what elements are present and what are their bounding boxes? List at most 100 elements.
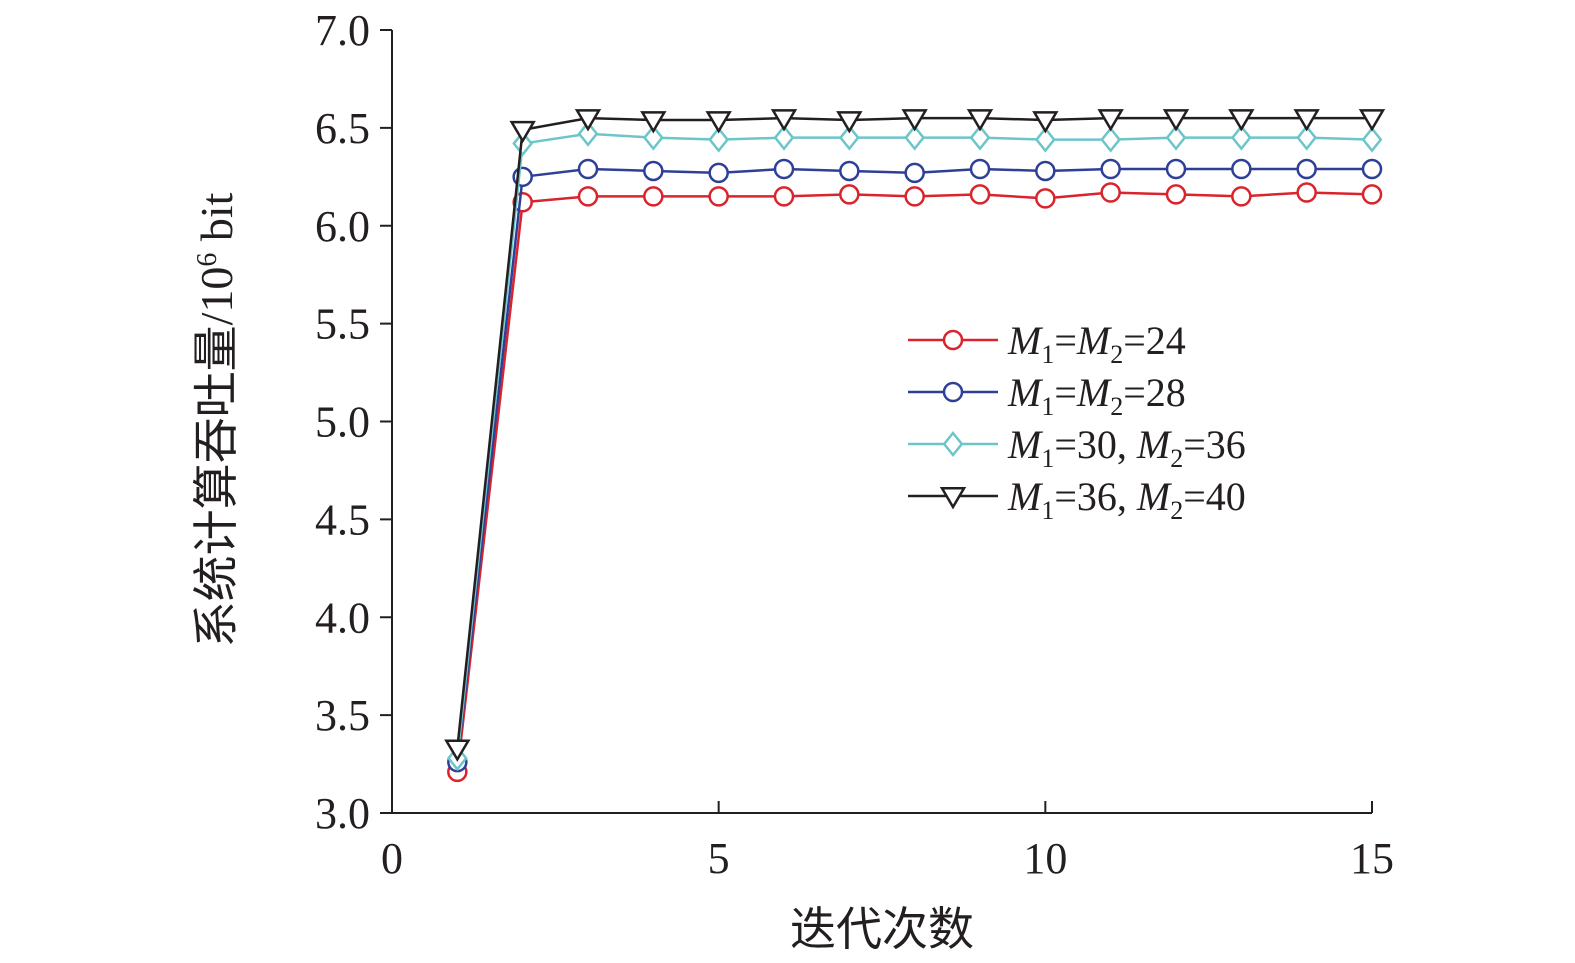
- data-point: [577, 120, 599, 147]
- data-point: [836, 111, 863, 134]
- legend-label-part: 2: [1170, 496, 1183, 525]
- data-point: [904, 186, 925, 207]
- legend-label-part: M: [1007, 318, 1044, 363]
- data-point: [577, 158, 599, 180]
- data-point: [901, 109, 928, 132]
- data-point: [1296, 124, 1318, 151]
- legend-label-part: M: [1136, 474, 1173, 519]
- legend-label-part: =36,: [1054, 474, 1137, 519]
- legend-label-part: =40: [1183, 474, 1246, 519]
- series-layer: [444, 109, 1386, 783]
- x-axis-title: 迭代次数: [790, 904, 974, 955]
- legend-label-part: M: [1007, 422, 1044, 467]
- data-point: [1165, 184, 1187, 205]
- data-point: [773, 158, 795, 180]
- legend-label-part: M: [1007, 474, 1044, 519]
- data-point: [577, 186, 599, 207]
- data-point: [1032, 111, 1059, 134]
- legend-item-2: M1=M2=28: [908, 370, 1186, 421]
- legend-label-part: 1: [1041, 444, 1054, 473]
- data-point: [1035, 188, 1056, 209]
- data-point: [1296, 182, 1317, 203]
- data-point: [773, 186, 795, 207]
- legend-item-1: M1=M2=24: [908, 318, 1186, 369]
- y-tick-label: 5.0: [315, 398, 370, 447]
- data-point: [1231, 158, 1252, 180]
- x-tick-label: 5: [708, 834, 730, 883]
- legend-label-part: =30,: [1054, 422, 1137, 467]
- legend-marker: [942, 430, 964, 458]
- data-point: [1165, 124, 1187, 151]
- legend-label-part: M: [1076, 370, 1113, 415]
- y-tick-label: 3.0: [315, 789, 370, 838]
- data-point: [1296, 158, 1317, 180]
- legend-label-part: M: [1076, 318, 1113, 363]
- series-2: [447, 158, 1383, 773]
- data-point: [1100, 158, 1121, 180]
- data-point: [643, 186, 664, 207]
- y-tick-label: 6.0: [315, 202, 370, 251]
- data-point: [1097, 109, 1124, 132]
- data-point: [969, 184, 991, 205]
- legend-label: M1=36, M2=40: [1007, 474, 1246, 525]
- series-4: [444, 109, 1386, 762]
- data-point: [1293, 109, 1320, 132]
- data-point: [1230, 124, 1252, 151]
- series-1: [447, 182, 1383, 783]
- legend-label-part: =36: [1183, 422, 1246, 467]
- data-point: [640, 111, 667, 134]
- data-point: [512, 130, 534, 157]
- data-point: [708, 162, 729, 184]
- legend-label-part: =: [1054, 318, 1077, 363]
- series-3: [446, 120, 1383, 772]
- data-point: [1034, 126, 1056, 153]
- data-point: [839, 160, 860, 182]
- legend-label-part: M: [1007, 370, 1044, 415]
- legend-item-3: M1=30, M2=36: [908, 422, 1246, 473]
- legend-label: M1=M2=24: [1007, 318, 1186, 369]
- data-point: [1361, 126, 1383, 153]
- data-point: [969, 158, 991, 180]
- data-point: [1361, 158, 1383, 180]
- legend-label: M1=30, M2=36: [1007, 422, 1246, 473]
- y-tick-label: 6.5: [315, 104, 370, 153]
- data-point: [839, 184, 860, 205]
- x-tick-label: 0: [381, 834, 403, 883]
- y-axis-title-main: 系统计算吞吐量/10: [191, 267, 242, 648]
- data-point: [708, 186, 729, 207]
- data-point: [509, 120, 536, 144]
- legend-item-4: M1=36, M2=40: [908, 474, 1246, 525]
- legend-label-part: 1: [1041, 496, 1054, 525]
- legend-label-part: 1: [1041, 340, 1054, 369]
- data-point: [643, 160, 664, 182]
- legend-label-part: 2: [1170, 444, 1183, 473]
- y-tick-label: 4.5: [315, 495, 370, 544]
- y-axis-title: 系统计算吞吐量/106 bit: [191, 192, 242, 647]
- legend-marker: [942, 381, 964, 403]
- data-point: [705, 111, 732, 134]
- legend-label-part: 2: [1110, 392, 1123, 421]
- data-point: [642, 124, 664, 151]
- data-point: [1162, 109, 1190, 132]
- axes: 3.0 3.5 4.0 4.5 5.0 5.5 6.0 6.5 7.0 0 5 10 15 迭代次数 系统计…: [191, 6, 1394, 955]
- legend-label-part: =28: [1123, 370, 1186, 415]
- data-point: [838, 124, 860, 151]
- data-point: [1100, 182, 1121, 203]
- x-tick-label: 10: [1023, 834, 1067, 883]
- data-point: [773, 124, 795, 151]
- data-point: [770, 109, 798, 132]
- legend-marker: [942, 329, 964, 351]
- y-axis-title-unit: bit: [191, 192, 242, 252]
- legend-marker: [939, 487, 967, 510]
- x-tick-label: 15: [1350, 834, 1394, 883]
- data-point: [966, 109, 994, 132]
- legend-label-part: M: [1136, 422, 1173, 467]
- data-point: [574, 109, 602, 132]
- legend-label-part: =24: [1123, 318, 1186, 363]
- data-point: [904, 162, 925, 184]
- data-point: [1100, 126, 1122, 153]
- legend-label-part: 2: [1110, 340, 1123, 369]
- data-point: [1165, 158, 1187, 180]
